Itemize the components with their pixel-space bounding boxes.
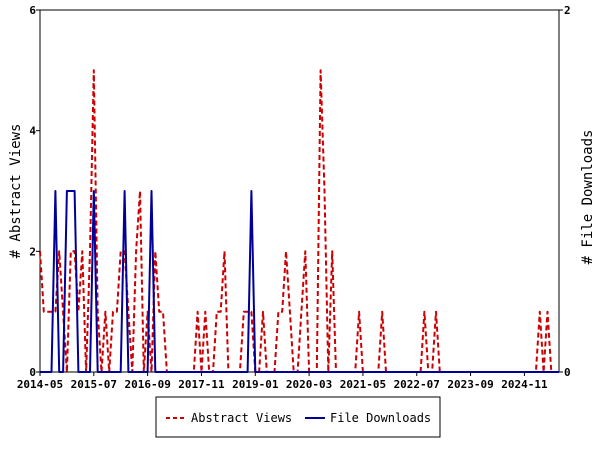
x-tick-label: 2022-07: [394, 378, 440, 391]
x-axis: 2014-05 2015-07 2016-09 2017-11 2019-01 2020-…: [17, 372, 548, 391]
y-axis-right: 02: [559, 4, 571, 379]
legend-label-file-downloads: File Downloads: [330, 411, 431, 425]
legend-box: [155, 396, 441, 438]
y-tick-label: 6: [29, 4, 36, 17]
x-tick-label: 2021-05: [340, 378, 386, 391]
x-tick-label: 2014-05: [17, 378, 63, 391]
y-axis-title: # Abstract Views: [8, 124, 24, 259]
y-tick-label: 2: [29, 245, 36, 258]
x-tick-label: 2019-01: [232, 378, 279, 391]
x-tick-label: 2017-11: [178, 378, 225, 391]
series-line-abstract-views: [39, 69, 559, 373]
legend: Abstract Views File Downloads: [155, 396, 441, 438]
y2-axis-title: # File Downloads: [580, 130, 596, 265]
series-layer: [39, 69, 559, 373]
y-axis-left: 0 2 4 6: [29, 4, 40, 379]
y-tick-label: 4: [29, 125, 36, 138]
x-tick-label: 2015-07: [71, 378, 117, 391]
x-tick-label: 2023-09: [447, 378, 493, 391]
series-line-file-downloads: [40, 190, 559, 373]
legend-label-abstract-views: Abstract Views: [191, 411, 292, 425]
x-tick-label: 2024-11: [501, 378, 548, 391]
x-tick-label: 2016-09: [124, 378, 170, 391]
x-tick-label: 2020-03: [286, 378, 332, 391]
y2-tick-label: 0: [564, 366, 571, 379]
plot-area: [39, 9, 560, 373]
y-tick-label: 0: [29, 366, 36, 379]
y2-tick-label: 2: [564, 4, 571, 17]
